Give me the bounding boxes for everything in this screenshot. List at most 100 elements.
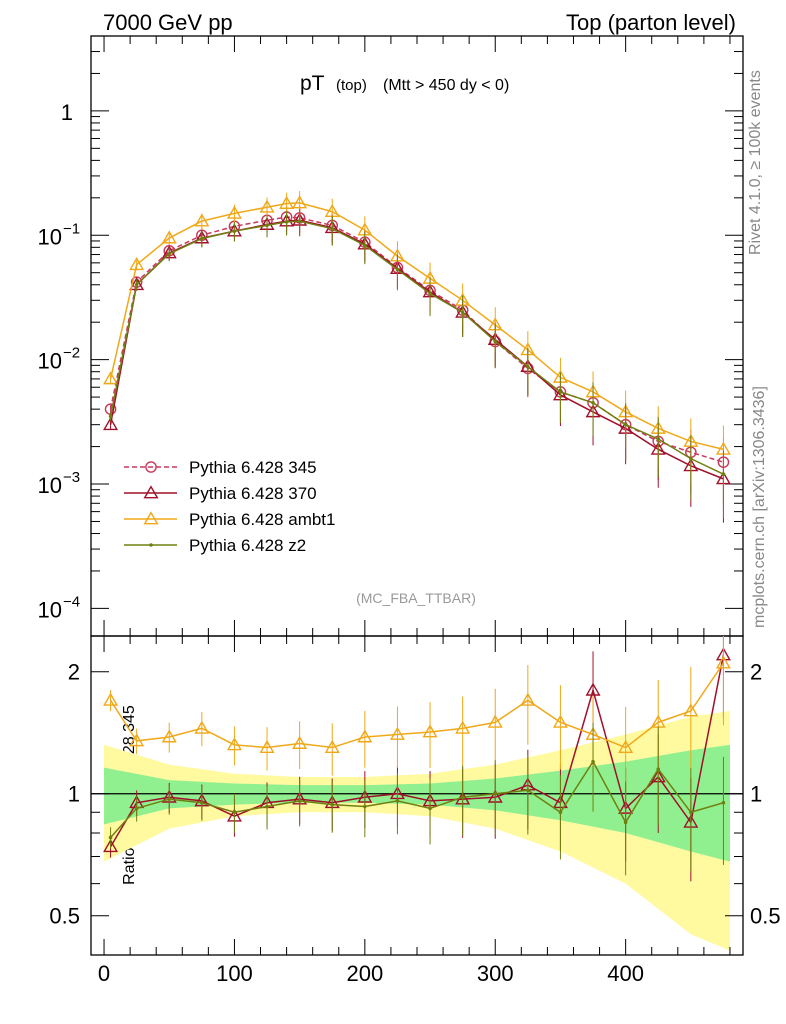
data-point <box>689 456 693 461</box>
ratio-series-line <box>110 760 724 838</box>
data-point <box>259 199 275 213</box>
ratio-point <box>292 735 308 749</box>
y-tick-exponent: −1 <box>63 220 80 237</box>
y-tick-label: 10 <box>38 473 62 498</box>
y-tick-label: 10 <box>38 349 62 374</box>
x-tick-label: 300 <box>477 961 514 986</box>
ratio-point <box>103 692 119 706</box>
legend-marker <box>143 511 159 525</box>
data-point <box>493 339 498 344</box>
ratio-point <box>689 810 693 815</box>
x-tick-label: 200 <box>346 961 383 986</box>
data-point <box>428 291 432 296</box>
data-point <box>284 220 289 224</box>
ratio-point <box>226 737 242 751</box>
ratio-series-1 <box>103 636 731 801</box>
ratio-point <box>134 806 139 811</box>
data-point <box>279 195 295 209</box>
ratio-point <box>357 729 373 743</box>
x-tick-label: 400 <box>607 961 644 986</box>
ratio-point <box>428 806 432 811</box>
legend-entry: Pythia 6.428 ambt1 <box>189 510 335 529</box>
data-point <box>200 236 204 241</box>
legend-marker <box>143 485 159 499</box>
ratio-point <box>656 767 661 771</box>
data-point <box>526 364 530 369</box>
data-point <box>103 371 119 385</box>
ratio-point <box>103 839 119 853</box>
series-3 <box>108 209 726 519</box>
ratio-point <box>455 720 471 734</box>
ratio-point <box>161 729 177 743</box>
ratio-point <box>715 655 731 669</box>
data-point <box>558 390 563 394</box>
ratio-point <box>194 720 210 734</box>
legend-entry: Pythia 6.428 370 <box>189 484 317 503</box>
ratio-y-tick-label-right: 0.5 <box>750 904 781 929</box>
rivet-version-label: Rivet 4.1.0, ≥ 100k events <box>747 70 764 255</box>
ratio-point <box>232 810 237 815</box>
ratio-point <box>591 759 595 764</box>
legend-entry: Pythia 6.428 345 <box>189 458 317 477</box>
ratio-y-tick-label-right: 1 <box>750 782 762 807</box>
mcplots-label: mcplots.cern.ch [arXiv:1306.3436] <box>751 386 768 628</box>
analysis-tag: (MC_FBA_TTBAR) <box>356 590 476 606</box>
data-point <box>721 472 726 476</box>
plot-title-sub: (top) <box>336 77 367 94</box>
ratio-point <box>552 714 568 728</box>
header-left: 7000 GeV pp <box>103 10 233 35</box>
ratio-point <box>526 788 530 793</box>
ratio-y-tick-label-right: 2 <box>750 660 762 685</box>
ratio-point <box>683 703 699 717</box>
ratio-point <box>324 739 340 753</box>
legend-marker <box>145 461 157 473</box>
y-tick-label: 1 <box>61 100 73 125</box>
ratio-point <box>265 804 269 809</box>
data-point <box>108 414 113 419</box>
ratio-point <box>389 726 405 740</box>
data-point <box>232 229 237 233</box>
data-point <box>395 267 400 272</box>
data-point <box>167 251 172 256</box>
ratio-point <box>623 820 628 825</box>
ratio-point <box>108 835 113 840</box>
legend-entry: Pythia 6.428 z2 <box>189 536 306 555</box>
main-plot-panel: 10 −410 −310 −210 −11 <box>38 35 744 637</box>
header-right: Top (parton level) <box>566 10 736 35</box>
ratio-point <box>167 797 172 801</box>
y-tick-label: 10 <box>38 224 62 249</box>
ratio-point <box>395 799 400 803</box>
legend-marker <box>149 543 153 547</box>
data-point <box>134 282 139 287</box>
ratio-point <box>129 733 145 747</box>
data-point <box>194 213 210 227</box>
ratio-y-tick-label: 0.5 <box>49 904 80 929</box>
ratio-point <box>493 791 498 796</box>
data-point <box>460 310 465 315</box>
ratio-series-2 <box>108 722 726 876</box>
ratio-y-tick-label: 1 <box>68 782 80 807</box>
data-point <box>161 230 177 244</box>
data-point <box>363 243 367 248</box>
ratio-point <box>363 804 367 809</box>
ratio-point <box>422 724 438 738</box>
data-point <box>103 416 119 431</box>
ratio-point <box>487 714 503 728</box>
data-point <box>226 205 242 219</box>
ratio-point <box>721 800 726 805</box>
ratio-point <box>520 692 536 706</box>
ratio-point <box>330 802 335 807</box>
data-point <box>623 422 628 427</box>
plot-title-cut: (Mtt > 450 dy < 0) <box>383 77 509 94</box>
ratio-point <box>618 739 634 753</box>
x-tick-label: 100 <box>216 961 253 986</box>
y-tick-exponent: −4 <box>63 593 80 610</box>
ratio-point <box>585 682 601 696</box>
data-point <box>297 219 302 223</box>
ratio-plot-panel: 0.5 0.5 1 1 2 2 0 100 200 300 400 <box>49 635 781 986</box>
data-point <box>591 400 595 405</box>
data-point <box>292 195 308 209</box>
legend: Pythia 6.428 345 Pythia 6.428 370 Pythia 6… <box>124 458 335 555</box>
y-tick-label: 10 <box>38 597 62 622</box>
